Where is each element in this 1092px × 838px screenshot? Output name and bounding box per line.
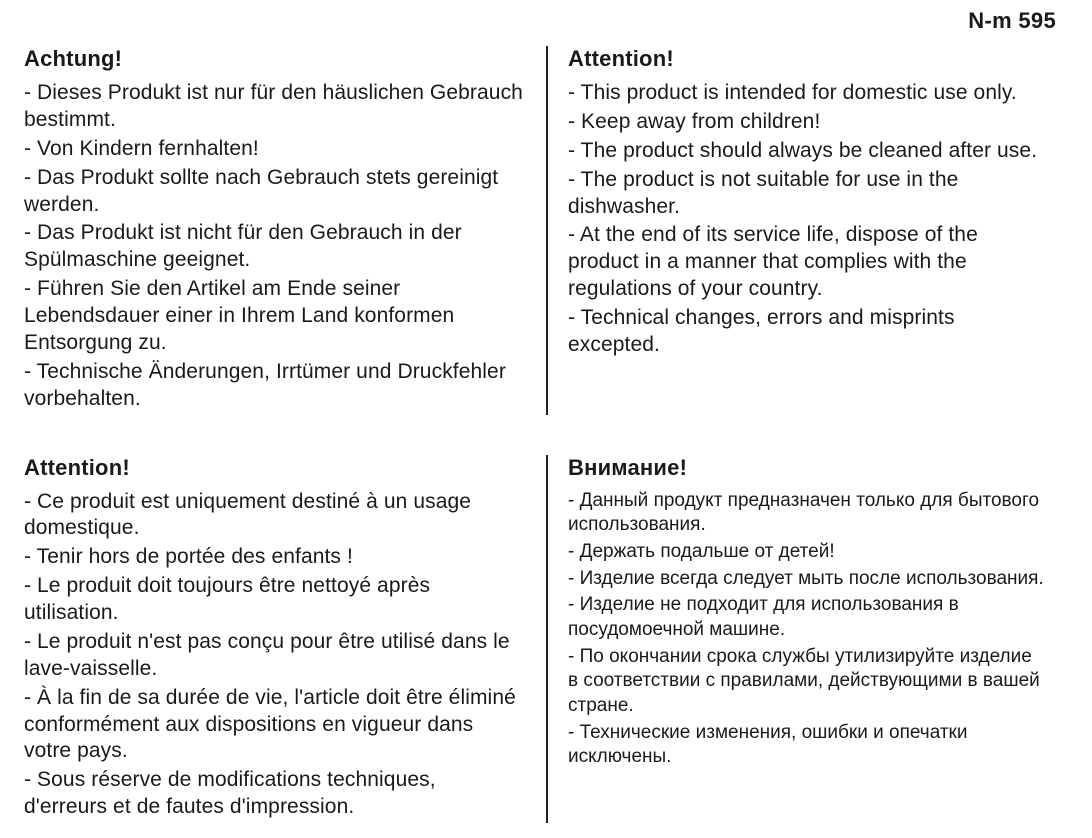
warning-item: - The product is not suitable for use in… <box>568 167 1046 221</box>
warning-item: - По окончании срока службы утилизируйте… <box>568 645 1046 719</box>
page-reference: N-m 595 <box>968 8 1056 34</box>
warning-item: - À la fin de sa durée de vie, l'article… <box>24 685 524 766</box>
warning-item: - Le produit doit toujours être nettoyé … <box>24 573 524 627</box>
heading-de: Achtung! <box>24 46 524 72</box>
warning-item: - Данный продукт предназначен только для… <box>568 489 1046 538</box>
heading-fr: Attention! <box>24 455 524 481</box>
warning-item: - Keep away from children! <box>568 109 1046 136</box>
warning-item: - Das Produkt sollte nach Gebrauch stets… <box>24 165 524 219</box>
warning-item: - Sous réserve de modifications techniqu… <box>24 767 524 821</box>
warning-item: - This product is intended for domestic … <box>568 80 1046 107</box>
warnings-grid: Achtung! - Dieses Produkt ist nur für de… <box>24 46 1068 823</box>
warning-item: - At the end of its service life, dispos… <box>568 222 1046 303</box>
warning-item: - Изделие не подходит для использования … <box>568 593 1046 642</box>
warning-item: - Технические изменения, ошибки и опечат… <box>568 721 1046 770</box>
warning-item: - Führen Sie den Artikel am Ende seiner … <box>24 276 524 357</box>
warning-item: - Le produit n'est pas conçu pour être u… <box>24 629 524 683</box>
heading-ru: Внимание! <box>568 455 1046 481</box>
warning-item: - Von Kindern fernhalten! <box>24 136 524 163</box>
warning-item: - Dieses Produkt ist nur für den häuslic… <box>24 80 524 134</box>
warning-item: - Изделие всегда следует мыть после испо… <box>568 567 1046 592</box>
warning-block-de: Achtung! - Dieses Produkt ist nur für de… <box>24 46 546 415</box>
warning-block-fr: Attention! - Ce produit est uniquement d… <box>24 455 546 824</box>
warning-block-ru: Внимание! - Данный продукт предназначен … <box>546 455 1068 824</box>
warning-item: - Das Produkt ist nicht für den Gebrauch… <box>24 220 524 274</box>
warning-item: - Technische Änderungen, Irrtümer und Dr… <box>24 359 524 413</box>
warning-item: - Tenir hors de portée des enfants ! <box>24 544 524 571</box>
warning-item: - Ce produit est uniquement destiné à un… <box>24 489 524 543</box>
warning-block-en: Attention! - This product is intended fo… <box>546 46 1068 415</box>
heading-en: Attention! <box>568 46 1046 72</box>
warning-item: - Technical changes, errors and misprint… <box>568 305 1046 359</box>
warning-item: - Держать подальше от детей! <box>568 540 1046 565</box>
warning-item: - The product should always be cleaned a… <box>568 138 1046 165</box>
